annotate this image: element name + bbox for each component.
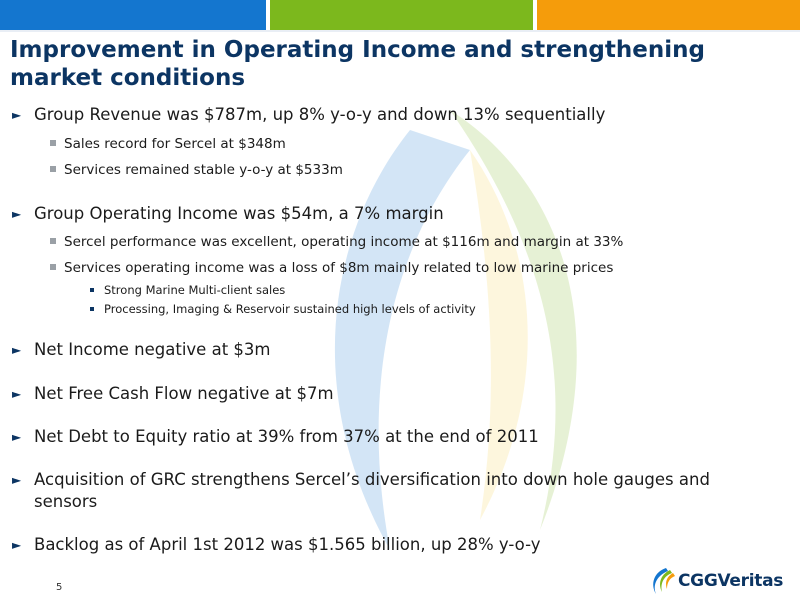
triangle-right-icon: ► xyxy=(12,538,22,552)
square-bullet-icon xyxy=(50,166,56,172)
bullet-item: ► Backlog as of April 1st 2012 was $1.56… xyxy=(12,534,772,556)
top-color-bar xyxy=(0,0,800,30)
bullet-item: ► Group Revenue was $787m, up 8% y-o-y a… xyxy=(12,104,772,126)
bullet-item: ► Net Free Cash Flow negative at $7m xyxy=(12,383,772,405)
bullet-text: Acquisition of GRC strengthens Sercel’s … xyxy=(34,470,710,511)
sub-bullet-text: Services operating income was a loss of … xyxy=(64,260,614,276)
bullet-text: Net Free Cash Flow negative at $7m xyxy=(34,384,334,403)
top-bar-underline xyxy=(0,30,800,32)
bullet-item: ► Group Operating Income was $54m, a 7% … xyxy=(12,203,772,225)
bullet-item: ► Acquisition of GRC strengthens Sercel’… xyxy=(12,469,742,513)
sub-bullet-text: Sales record for Sercel at $348m xyxy=(64,136,286,152)
sub-sub-bullet-item: Processing, Imaging & Reservoir sustaine… xyxy=(90,302,770,317)
square-bullet-icon xyxy=(50,264,56,270)
background-watermark xyxy=(334,110,577,550)
sub-sub-bullet-text: Strong Marine Multi-client sales xyxy=(104,283,286,297)
top-bar-blue xyxy=(0,0,266,30)
bullet-text: Net Debt to Equity ratio at 39% from 37%… xyxy=(34,427,539,446)
triangle-right-icon: ► xyxy=(12,108,22,122)
sub-bullet-text: Services remained stable y-o-y at $533m xyxy=(64,162,343,178)
bullet-text: Backlog as of April 1st 2012 was $1.565 … xyxy=(34,535,541,554)
triangle-right-icon: ► xyxy=(12,343,22,357)
square-bullet-icon xyxy=(50,140,56,146)
page-number: 5 xyxy=(56,582,63,593)
sub-bullet-item: Sales record for Sercel at $348m xyxy=(50,135,770,153)
logo-text: CGGVeritas xyxy=(678,571,784,591)
triangle-right-icon: ► xyxy=(12,207,22,221)
top-bar-orange xyxy=(537,0,800,30)
triangle-right-icon: ► xyxy=(12,387,22,401)
square-bullet-icon xyxy=(90,307,94,311)
sub-sub-bullet-item: Strong Marine Multi-client sales xyxy=(90,283,770,298)
sub-bullet-item: Services operating income was a loss of … xyxy=(50,259,770,277)
triangle-right-icon: ► xyxy=(12,430,22,444)
bullet-item: ► Net Income negative at $3m xyxy=(12,339,772,361)
bullet-text: Net Income negative at $3m xyxy=(34,340,271,359)
sub-bullet-text: Sercel performance was excellent, operat… xyxy=(64,234,624,250)
sub-bullet-item: Sercel performance was excellent, operat… xyxy=(50,233,770,251)
sub-bullet-item: Services remained stable y-o-y at $533m xyxy=(50,161,770,179)
cggveritas-logo: CGGVeritas xyxy=(646,566,796,596)
top-bar-green xyxy=(270,0,533,30)
square-bullet-icon xyxy=(90,288,94,292)
slide-title: Improvement in Operating Income and stre… xyxy=(10,37,705,91)
triangle-right-icon: ► xyxy=(12,473,22,487)
bullet-text: Group Operating Income was $54m, a 7% ma… xyxy=(34,204,444,223)
sub-sub-bullet-text: Processing, Imaging & Reservoir sustaine… xyxy=(104,302,476,316)
logo-swoosh-icon xyxy=(653,568,675,594)
square-bullet-icon xyxy=(50,238,56,244)
bullet-item: ► Net Debt to Equity ratio at 39% from 3… xyxy=(12,426,772,448)
bullet-text: Group Revenue was $787m, up 8% y-o-y and… xyxy=(34,105,606,124)
